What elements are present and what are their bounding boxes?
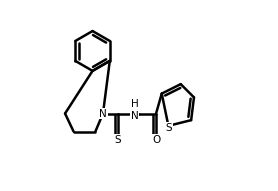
Text: S: S (115, 135, 121, 145)
Text: S: S (166, 123, 172, 133)
Text: O: O (152, 135, 160, 145)
Text: H
N: H N (131, 99, 139, 121)
Text: N: N (99, 108, 107, 118)
